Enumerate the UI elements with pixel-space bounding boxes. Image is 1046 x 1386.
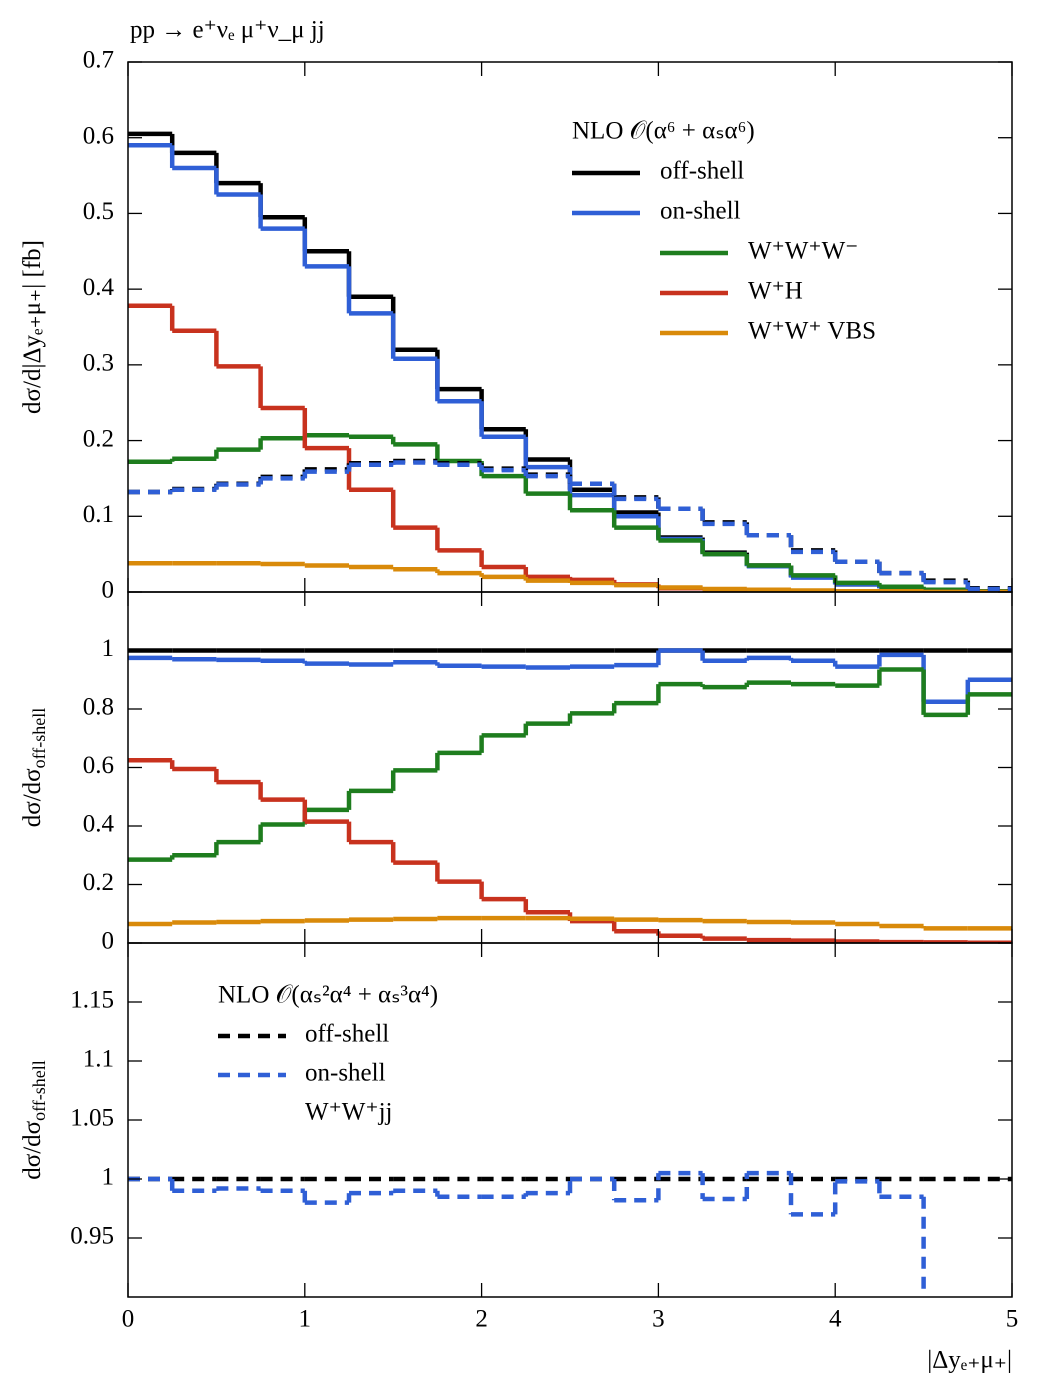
legend-title: NLO 𝒪(αₛ²α⁴ + αₛ³α⁴) <box>218 982 438 1009</box>
y-axis-label-sub: off-shell <box>29 1060 49 1121</box>
legend-label: W⁺W⁺W⁻ <box>748 238 858 265</box>
y-tick-label: 0.2 <box>83 869 114 896</box>
chart-title: pp → e⁺νₑ μ⁺ν_μ jj <box>130 17 325 44</box>
y-tick-label: 0 <box>102 928 115 955</box>
x-tick-label: 4 <box>829 1306 842 1333</box>
y-tick-label: 1 <box>102 1164 115 1191</box>
y-tick-label: 1.15 <box>70 987 114 1014</box>
panel-frame <box>127 942 1013 1298</box>
y-tick-label: 0.6 <box>83 752 114 779</box>
y-axis-label: dσ/d|Δyₑ₊μ₊| [fb] <box>19 240 46 414</box>
legend-label: on-shell <box>305 1060 386 1087</box>
legend-title: NLO 𝒪(α⁶ + αₛα⁶) <box>572 118 755 145</box>
x-tick-label: 5 <box>1006 1306 1019 1333</box>
y-axis-label-main: dσ/dσ <box>19 1120 46 1179</box>
x-tick-label: 2 <box>475 1306 488 1333</box>
y-tick-label: 0.5 <box>83 198 114 225</box>
y-tick-label: 0.4 <box>83 811 115 838</box>
y-tick-label: 0.95 <box>70 1223 114 1250</box>
y-tick-label: 0.6 <box>83 122 114 149</box>
legend-label: on-shell <box>660 198 741 225</box>
y-axis-label-main: dσ/dσ <box>19 768 46 827</box>
y-tick-label: 0.3 <box>83 350 114 377</box>
annotation: W⁺W⁺jj <box>305 1099 392 1126</box>
y-tick-label: 1.1 <box>83 1046 114 1073</box>
y-tick-label: 0.8 <box>83 694 114 721</box>
y-tick-label: 1.05 <box>70 1105 114 1132</box>
plot-area <box>128 648 1012 943</box>
panel-frame <box>127 591 1013 944</box>
legend-label: off-shell <box>305 1021 389 1048</box>
y-axis-label: dσ/dσoff-shell <box>19 708 49 828</box>
y-tick-label: 0.7 <box>83 47 114 74</box>
panel-frame <box>127 61 1013 593</box>
y-axis-label: dσ/dσoff-shell <box>19 1060 49 1180</box>
x-tick-label: 1 <box>299 1306 312 1333</box>
x-tick-label: 3 <box>652 1306 665 1333</box>
x-tick-label: 0 <box>122 1306 135 1333</box>
legend-label: W⁺W⁺ VBS <box>748 318 876 345</box>
x-axis-label: |Δyₑ₊μ₊| <box>927 1347 1012 1374</box>
legend-label: W⁺H <box>748 278 803 305</box>
y-axis-label-main: dσ/d|Δyₑ₊μ₊| [fb] <box>19 240 46 414</box>
legend-label: off-shell <box>660 158 744 185</box>
plot-area <box>128 131 1012 592</box>
y-tick-label: 0.4 <box>83 274 115 301</box>
y-tick-label: 1 <box>102 635 115 662</box>
y-tick-label: 0 <box>102 577 115 604</box>
y-tick-label: 0.2 <box>83 425 114 452</box>
y-tick-label: 0.1 <box>83 501 114 528</box>
y-axis-label-sub: off-shell <box>29 708 49 769</box>
